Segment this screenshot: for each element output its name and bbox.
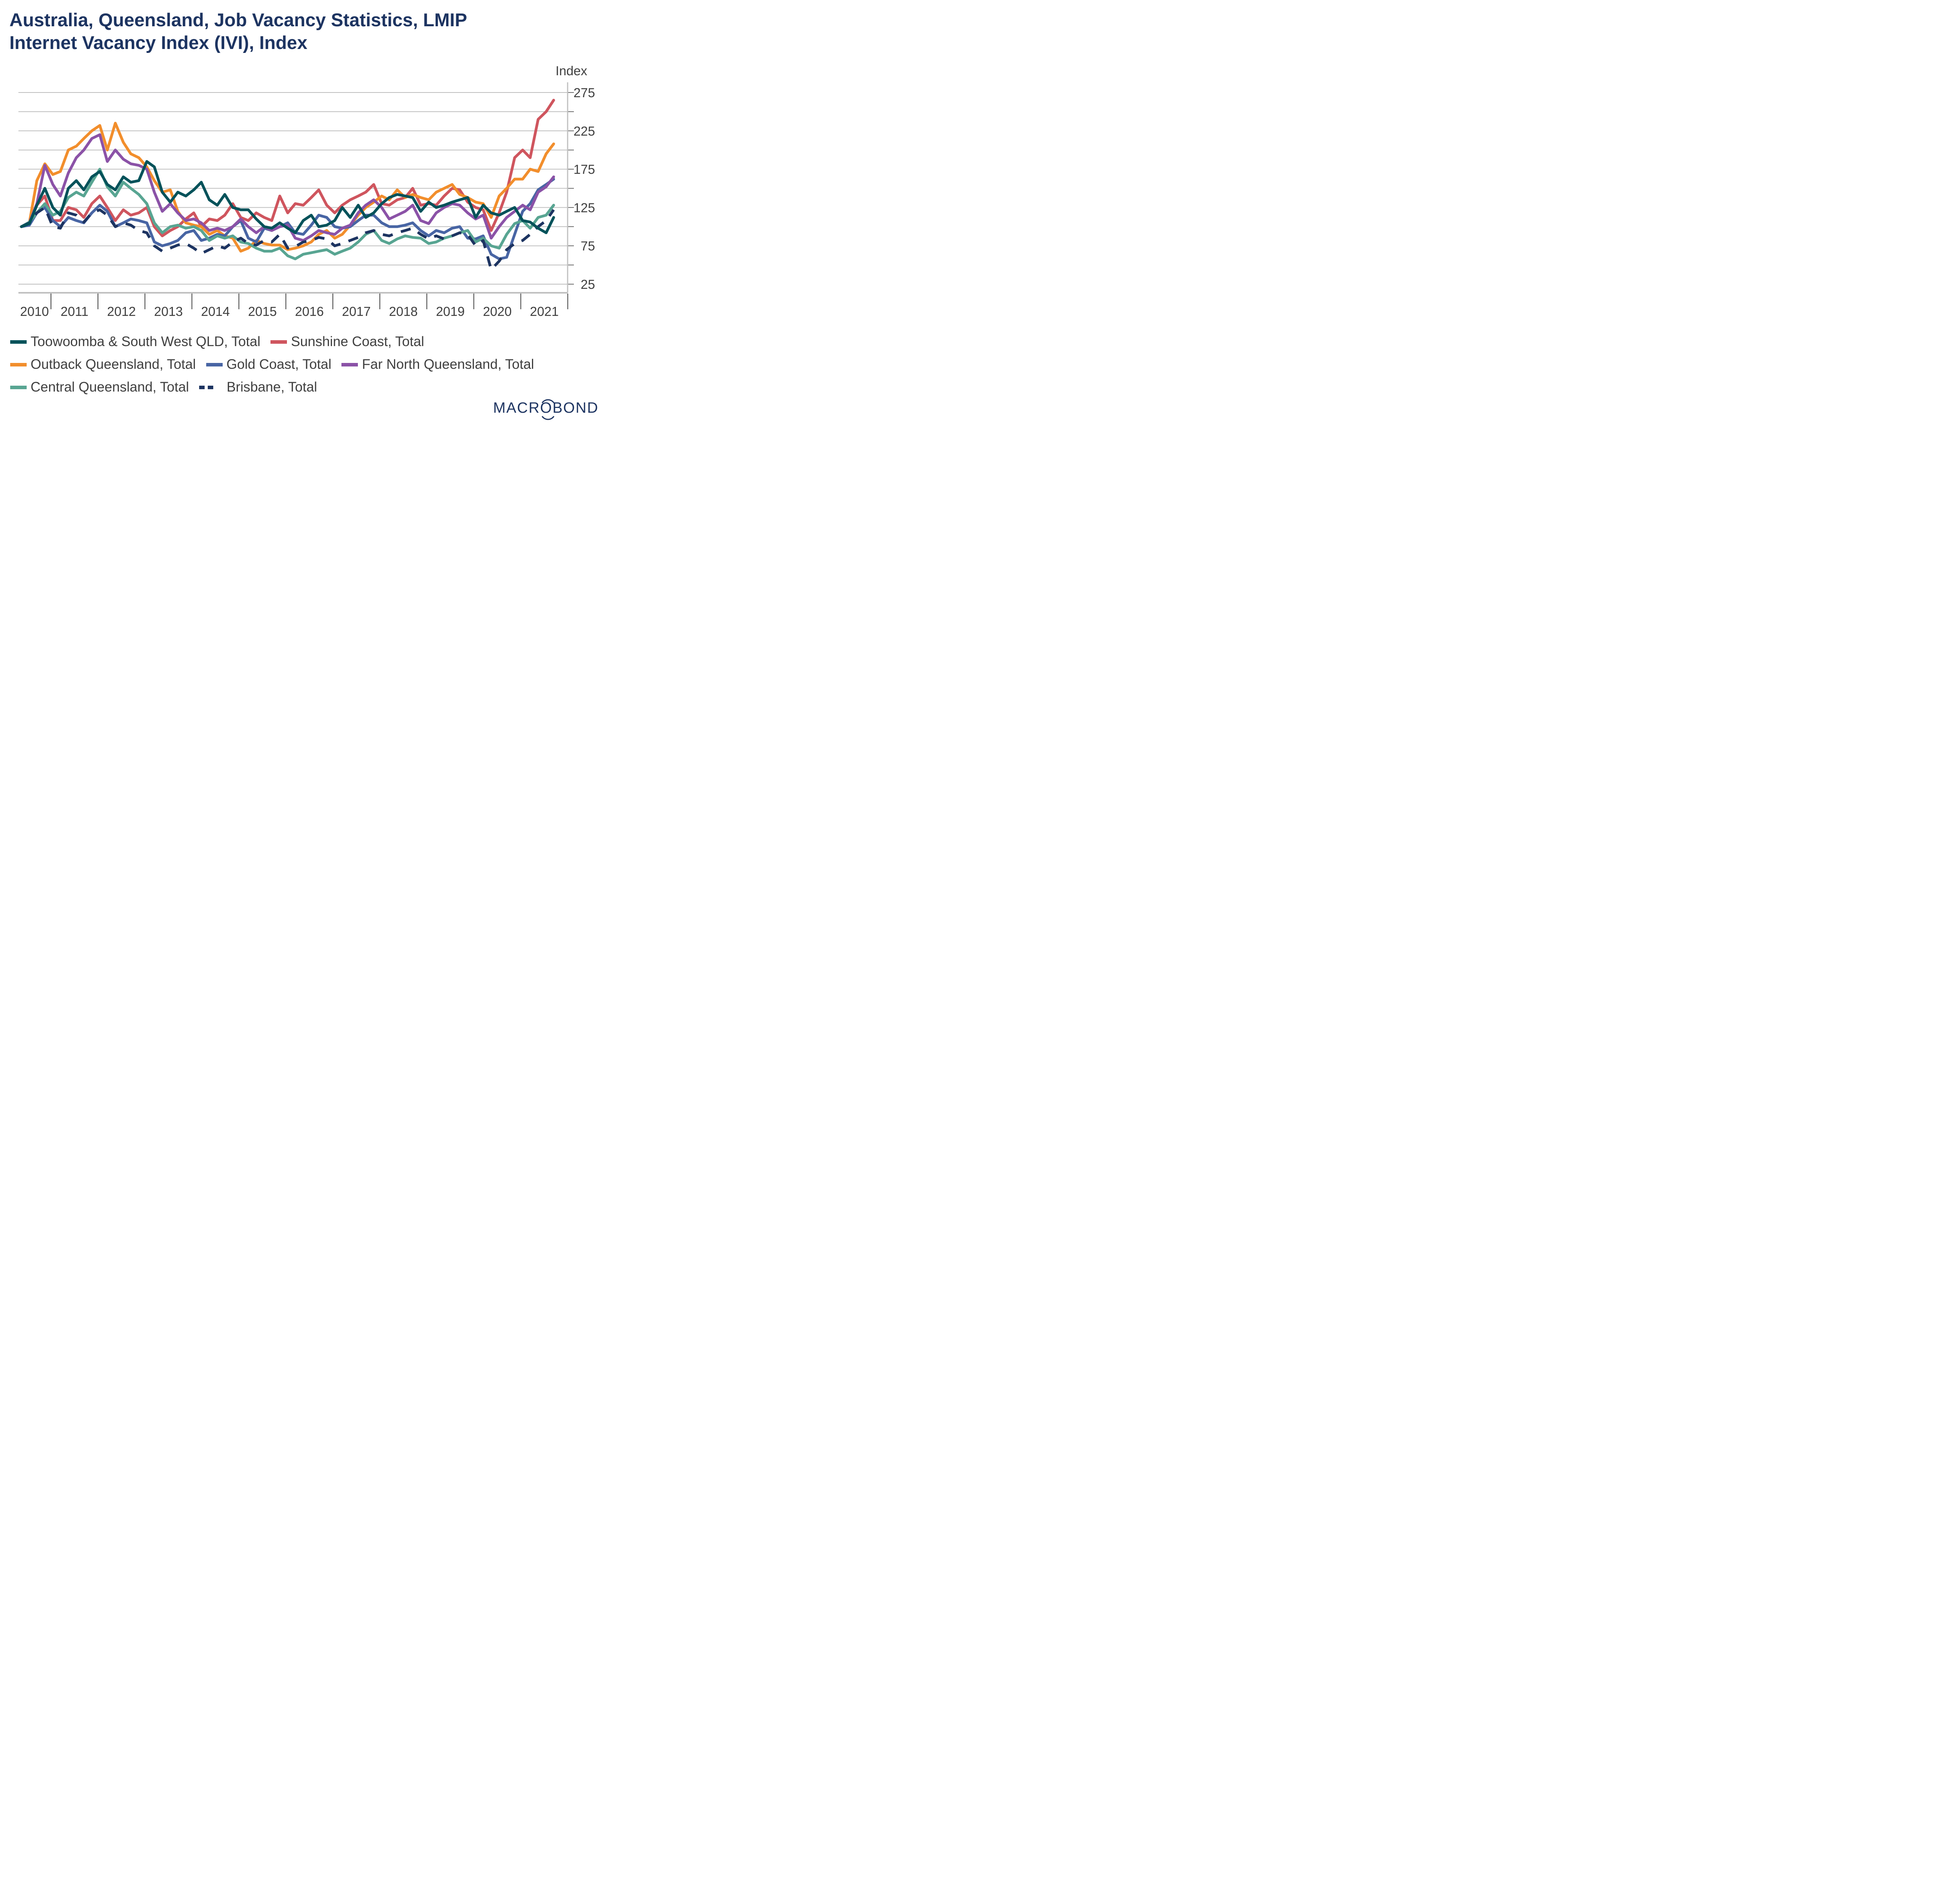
series-line-5 [20,168,555,260]
legend-swatch [10,363,27,366]
series-line-0 [20,160,555,234]
series-lines [20,99,555,271]
x-tick-label: 2017 [342,304,370,319]
legend-row: Toowoomba & South West QLD, Total Sunshi… [10,330,610,353]
x-tick-label: 2012 [107,304,136,319]
series-line-3 [20,178,555,260]
macrobond-logo-arc-icon [541,399,555,420]
legend-item-toowoomba[interactable]: Toowoomba & South West QLD, Total [10,334,260,350]
legend-swatch [270,340,287,344]
legend-label: Far North Queensland, Total [362,357,534,372]
chart-title: Australia, Queensland, Job Vacancy Stati… [9,9,597,54]
legend-label: Toowoomba & South West QLD, Total [31,334,261,349]
y-tick-label: 225 [573,124,595,138]
legend-swatch [10,385,27,389]
x-tick-label: 2019 [436,304,465,319]
x-tick-label: 2014 [201,304,230,319]
series-line-6 [20,206,555,271]
x-tick-label: 2018 [389,304,417,319]
series-line-4 [20,133,555,242]
legend-label: Brisbane, Total [227,379,317,395]
series-line-2 [20,122,555,253]
legend-label: Outback Queensland, Total [31,357,196,372]
y-tick-label: 275 [573,85,595,100]
y-tick-label: 175 [573,162,595,177]
legend-label: Sunshine Coast, Total [291,334,425,349]
macrobond-logo: MACROBOND [493,400,599,416]
x-tick-label: 2016 [295,304,324,319]
legend-swatch [10,340,27,344]
legend: Toowoomba & South West QLD, Total Sunshi… [10,330,610,399]
legend-item-central[interactable]: Central Queensland, Total [10,379,189,395]
legend-label: Central Queensland, Total [31,379,189,395]
x-tick-label: 2015 [248,304,277,319]
chart-title-line-2: Internet Vacancy Index (IVI), Index [9,32,308,53]
legend-item-outback[interactable]: Outback Queensland, Total [10,357,196,372]
axes: 25 75 125 175 225 275 2010 2011 2012 2013 2014 2015… [18,82,595,319]
gridlines [18,92,568,285]
legend-swatch [206,363,223,366]
legend-row: Central Queensland, Total Brisbane, Tota… [10,376,610,399]
legend-item-sunshine-coast[interactable]: Sunshine Coast, Total [270,334,424,350]
legend-row: Outback Queensland, Total Gold Coast, To… [10,353,610,376]
x-tick-label: 2021 [530,304,559,319]
x-tick-label: 2011 [61,304,89,319]
legend-item-far-north[interactable]: Far North Queensland, Total [341,357,534,372]
y-tick-label: 125 [573,200,595,215]
legend-item-brisbane[interactable]: Brisbane, Total [199,379,317,395]
y-tick-label: 75 [581,239,595,253]
x-tick-label: 2013 [154,304,183,319]
y-tick-label: 25 [581,277,595,292]
y-axis-label: Index [555,63,587,78]
x-tick-label: 2010 [20,304,49,319]
legend-swatch [341,363,358,366]
x-tick-label: 2020 [483,304,512,319]
line-chart: 25 75 125 175 225 275 2010 2011 2012 2013 2014 2015… [18,63,595,319]
legend-swatch [199,385,223,389]
legend-label: Gold Coast, Total [226,357,332,372]
legend-item-gold-coast[interactable]: Gold Coast, Total [206,357,332,372]
chart-title-line-1: Australia, Queensland, Job Vacancy Stati… [9,9,467,30]
